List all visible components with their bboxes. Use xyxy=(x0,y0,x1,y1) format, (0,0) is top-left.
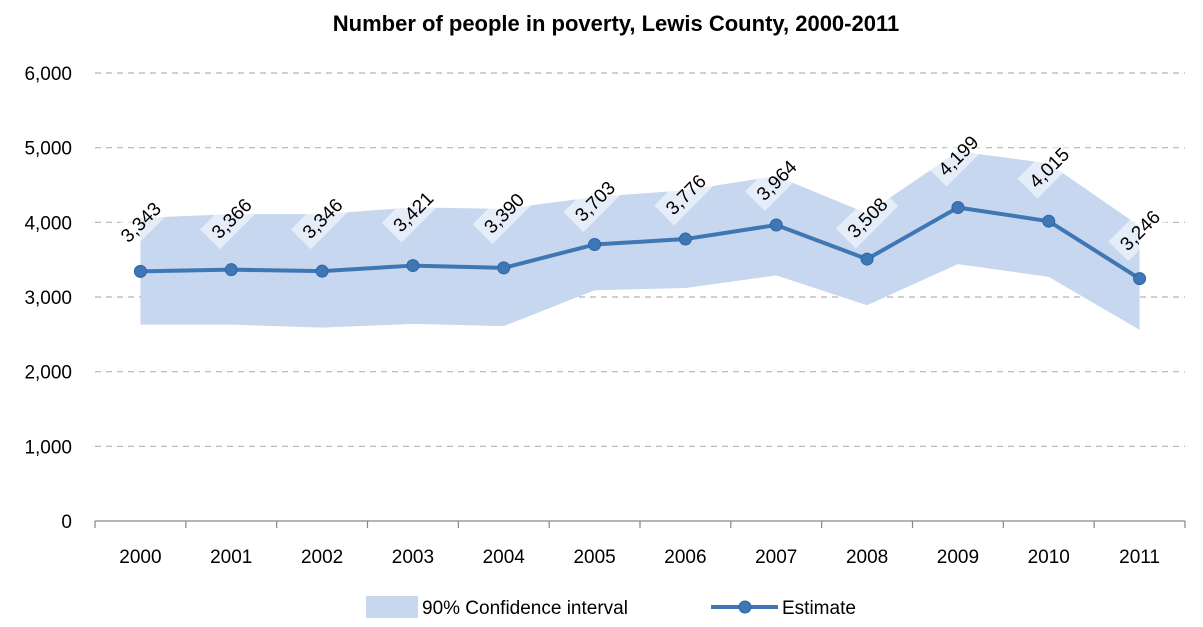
legend-estimate-label: Estimate xyxy=(782,598,856,619)
estimate-point xyxy=(678,232,692,246)
x-tick-label: 2000 xyxy=(119,547,161,568)
data-label-bg xyxy=(109,190,172,253)
x-tick-label: 2009 xyxy=(937,547,979,568)
x-tick-label: 2011 xyxy=(1119,547,1160,568)
data-label-bg xyxy=(381,180,445,243)
x-tick-label: 2007 xyxy=(755,547,797,568)
x-tick-label: 2001 xyxy=(210,547,252,568)
estimate-point xyxy=(133,264,147,278)
data-label-bg xyxy=(200,187,263,250)
y-tick-label: 3,000 xyxy=(24,288,72,309)
legend-ci-label: 90% Confidence interval xyxy=(422,598,628,619)
y-axis-ticks: 0 1,000 2,000 3,000 4,000 5,000 6,000 xyxy=(24,64,72,533)
data-label-bg xyxy=(472,181,535,245)
series-group xyxy=(133,200,1147,286)
y-tick-label: 4,000 xyxy=(24,213,72,234)
x-tick-label: 2004 xyxy=(483,547,526,568)
x-axis: 2000 2001 2002 2003 2004 2005 2006 2007 2008 2009… xyxy=(94,520,1186,568)
data-label-bg xyxy=(1017,136,1080,199)
x-tick-label: 2010 xyxy=(1028,547,1070,568)
estimate-point xyxy=(497,261,511,275)
data-label-bg xyxy=(654,163,717,226)
x-tick-label: 2005 xyxy=(573,547,615,568)
y-tick-label: 5,000 xyxy=(24,139,72,160)
estimate-point xyxy=(315,264,329,278)
x-tick-label: 2006 xyxy=(664,547,706,568)
legend-ci-swatch xyxy=(366,596,418,618)
data-label-bg xyxy=(290,187,354,250)
y-tick-label: 1,000 xyxy=(24,437,72,458)
estimate-line xyxy=(140,205,1141,281)
chart-title: Number of people in poverty, Lewis Count… xyxy=(333,11,899,36)
legend-estimate-marker xyxy=(738,600,752,614)
estimate-point xyxy=(588,238,602,252)
y-tick-label: 6,000 xyxy=(24,64,72,85)
data-label: 3,964 xyxy=(745,148,808,212)
estimate-point xyxy=(224,263,238,277)
data-label-bg xyxy=(926,124,990,187)
data-labels: 3,343 3,366 3,346 3,421 3,390 3,703 3,776 3,964… xyxy=(109,124,1171,262)
estimate-point xyxy=(951,200,965,214)
x-tick-label: 2008 xyxy=(846,547,888,568)
estimate-point xyxy=(1133,272,1147,286)
y-tick-label: 0 xyxy=(61,512,72,533)
data-label-bg xyxy=(563,169,626,233)
data-label-bg xyxy=(835,186,899,249)
estimate-point xyxy=(860,252,874,266)
estimate-point xyxy=(769,218,783,232)
x-tick-label: 2002 xyxy=(301,547,343,568)
data-label-bg xyxy=(745,148,808,212)
data-label: 4,015 xyxy=(1017,136,1080,199)
data-label-bg xyxy=(1108,198,1171,262)
estimate-point xyxy=(406,259,420,273)
y-tick-label: 2,000 xyxy=(24,363,72,384)
legend: 90% Confidence interval Estimate xyxy=(366,596,856,619)
estimate-point xyxy=(1042,214,1056,228)
x-tick-label: 2003 xyxy=(392,547,434,568)
